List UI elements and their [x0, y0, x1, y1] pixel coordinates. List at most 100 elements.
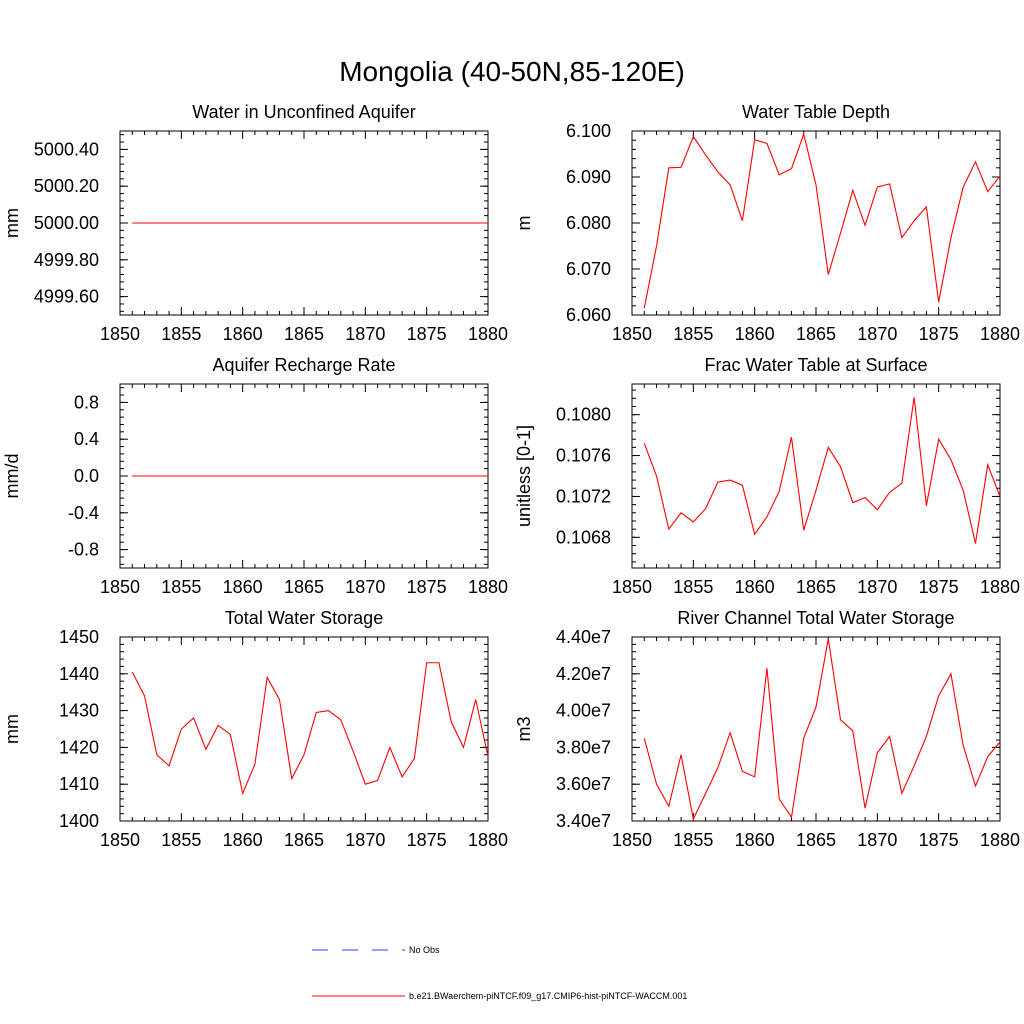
x-tick-label: 1870: [857, 577, 897, 597]
legend-model-label: b.e21.BWaerchem-piNTCF.f09_g17.CMIP6-his…: [409, 991, 687, 1001]
x-tick-label: 1855: [161, 324, 201, 344]
y-tick-label: 1400: [59, 811, 99, 831]
y-axis-label: mm: [2, 208, 22, 238]
y-tick-label: 3.40e7: [556, 811, 611, 831]
panel-6: River Channel Total Water Storage m3 1850 1…: [514, 608, 1020, 850]
plot-frame: [631, 383, 1001, 569]
x-tick-label: 1875: [919, 577, 959, 597]
x-tick-label: 1850: [100, 324, 140, 344]
y-tick-label: 0.8: [74, 392, 99, 412]
panel-2: Water Table Depth m 1850 1855 1860 1865 1870 18…: [514, 102, 1020, 344]
y-tick-label: 0.1068: [556, 527, 611, 547]
plot-frame: [631, 130, 1001, 316]
panel-title: Frac Water Table at Surface: [704, 355, 927, 375]
series-line: [131, 662, 489, 796]
y-tick-label: 4999.60: [34, 287, 99, 307]
x-tick-label: 1870: [857, 830, 897, 850]
panel-4: Frac Water Table at Surface unitless [0-1…: [514, 355, 1020, 597]
y-tick-label: 4.20e7: [556, 664, 611, 684]
y-tick-label: 0.1072: [556, 486, 611, 506]
x-tick-label: 1870: [345, 830, 385, 850]
y-axis-label: m3: [514, 716, 534, 741]
y-axis-label: mm/d: [2, 454, 22, 499]
x-tick-label: 1880: [980, 830, 1020, 850]
y-tick-label: 5000.40: [34, 139, 99, 159]
panel-title: Water Table Depth: [742, 102, 890, 122]
x-tick-label: 1875: [919, 324, 959, 344]
x-tick-label: 1880: [980, 324, 1020, 344]
y-tick-label: 3.80e7: [556, 737, 611, 757]
y-tick-label: 6.060: [566, 305, 611, 325]
y-tick-label: 0.1076: [556, 446, 611, 466]
x-tick-label: 1880: [468, 324, 508, 344]
y-tick-label: 1440: [59, 664, 99, 684]
panel-title: River Channel Total Water Storage: [677, 608, 954, 628]
x-tick-label: 1865: [284, 830, 324, 850]
y-tick-label: 5000.20: [34, 176, 99, 196]
y-tick-label: 4.40e7: [556, 627, 611, 647]
y-tick-label: 0.4: [74, 429, 99, 449]
x-tick-label: 1865: [796, 830, 836, 850]
panel-title: Total Water Storage: [225, 608, 383, 628]
x-tick-label: 1880: [468, 830, 508, 850]
x-tick-label: 1865: [796, 324, 836, 344]
y-tick-label: -0.4: [68, 503, 99, 523]
panel-3: Aquifer Recharge Rate mm/d 1850 1855 1860 186…: [2, 355, 508, 597]
x-tick-label: 1860: [223, 577, 263, 597]
y-axis-label: mm: [2, 714, 22, 744]
y-tick-label: 6.100: [566, 121, 611, 141]
panel-title: Water in Unconfined Aquifer: [192, 102, 415, 122]
x-tick-label: 1875: [407, 830, 447, 850]
x-tick-label: 1875: [919, 830, 959, 850]
legend-no-obs-label: No Obs: [409, 945, 440, 955]
figure-title: Mongolia (40-50N,85-120E): [339, 56, 685, 87]
y-tick-label: 4.00e7: [556, 701, 611, 721]
x-tick-label: 1855: [161, 830, 201, 850]
panels: Water in Unconfined Aquifer mm 1850 1855 186…: [2, 102, 1020, 850]
panel-1: Water in Unconfined Aquifer mm 1850 1855 186…: [2, 102, 508, 344]
series-line: [643, 132, 1001, 309]
y-tick-label: 3.60e7: [556, 774, 611, 794]
y-tick-label: 1430: [59, 701, 99, 721]
x-tick-label: 1875: [407, 577, 447, 597]
x-tick-label: 1850: [612, 830, 652, 850]
x-tick-label: 1880: [980, 577, 1020, 597]
y-axis-label: m: [514, 216, 534, 231]
x-tick-label: 1860: [223, 324, 263, 344]
y-tick-label: 1450: [59, 627, 99, 647]
legend: No Obs b.e21.BWaerchem-piNTCF.f09_g17.CM…: [312, 945, 687, 1001]
x-tick-label: 1865: [284, 324, 324, 344]
y-tick-label: 6.070: [566, 259, 611, 279]
x-tick-label: 1850: [100, 830, 140, 850]
x-tick-label: 1855: [673, 324, 713, 344]
panel-title: Aquifer Recharge Rate: [212, 355, 395, 375]
x-tick-label: 1875: [407, 324, 447, 344]
x-tick-label: 1865: [796, 577, 836, 597]
plot-frame: [631, 636, 1001, 822]
x-tick-label: 1860: [223, 830, 263, 850]
y-tick-label: 1410: [59, 774, 99, 794]
series-line: [643, 397, 1001, 544]
y-tick-label: 6.090: [566, 167, 611, 187]
series-line: [643, 638, 1001, 821]
x-tick-label: 1870: [345, 324, 385, 344]
y-tick-label: 1420: [59, 737, 99, 757]
x-tick-label: 1860: [735, 577, 775, 597]
x-tick-label: 1880: [468, 577, 508, 597]
x-tick-label: 1870: [345, 577, 385, 597]
y-tick-label: 0.0: [74, 466, 99, 486]
x-tick-label: 1850: [100, 577, 140, 597]
x-tick-label: 1870: [857, 324, 897, 344]
x-tick-label: 1855: [673, 830, 713, 850]
y-tick-label: 0.1080: [556, 405, 611, 425]
plot-frame: [119, 636, 489, 822]
x-tick-label: 1855: [673, 577, 713, 597]
y-tick-label: 4999.80: [34, 250, 99, 270]
x-tick-label: 1855: [161, 577, 201, 597]
x-tick-label: 1850: [612, 577, 652, 597]
x-tick-label: 1865: [284, 577, 324, 597]
y-tick-label: -0.8: [68, 540, 99, 560]
x-tick-label: 1850: [612, 324, 652, 344]
x-tick-label: 1860: [735, 830, 775, 850]
